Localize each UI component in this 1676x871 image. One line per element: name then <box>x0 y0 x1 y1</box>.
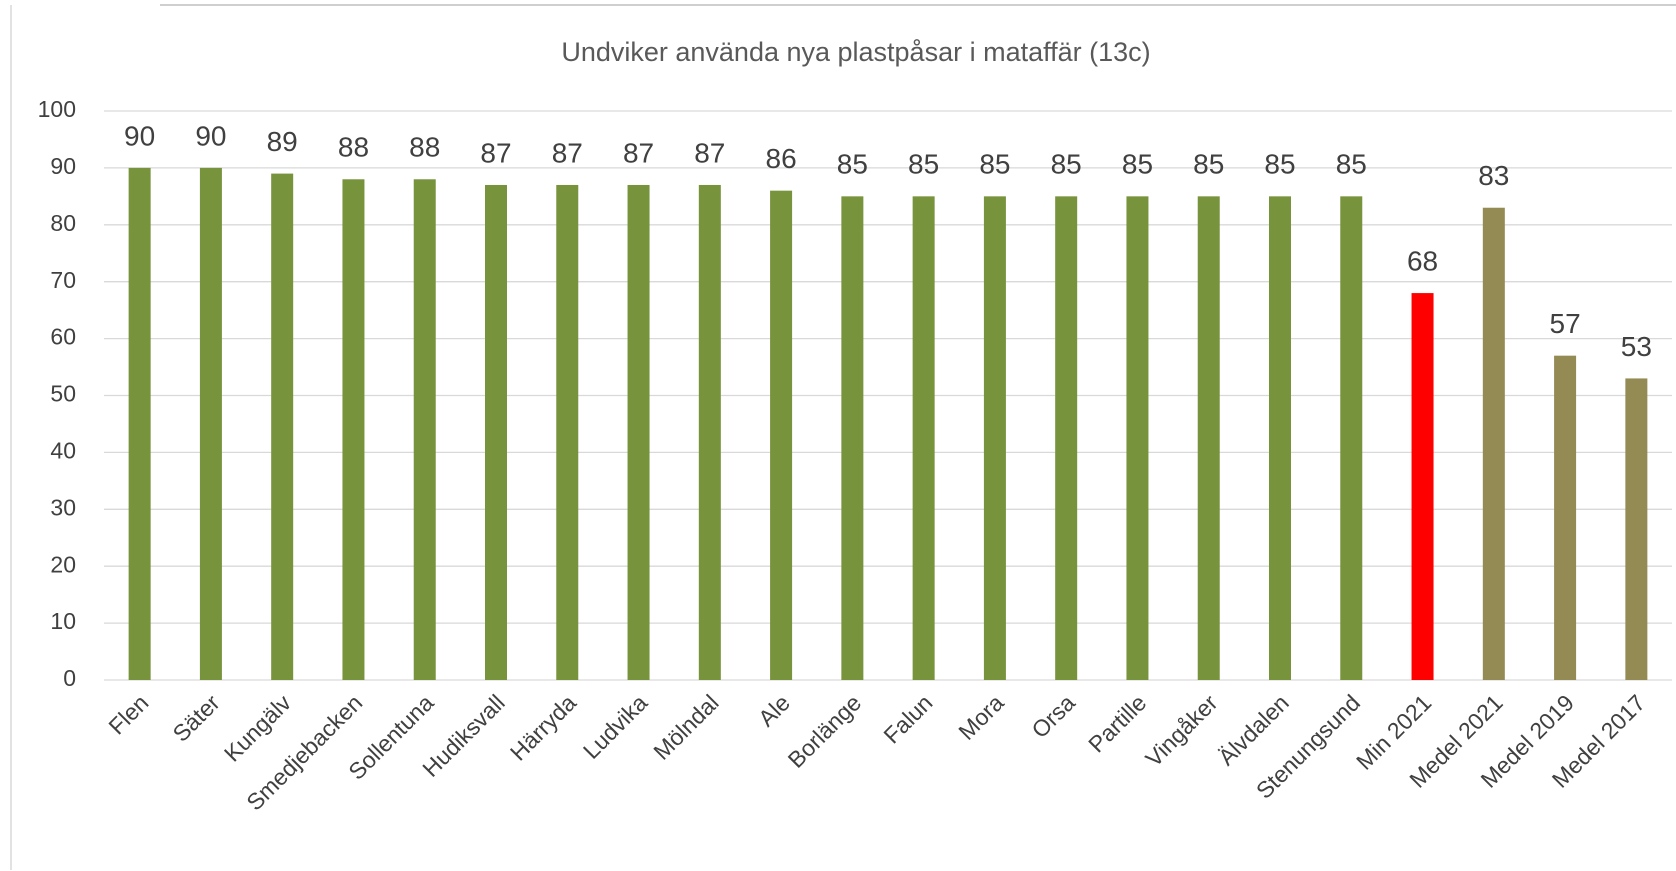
x-tick-label: Borlänge <box>783 689 866 772</box>
bar <box>1269 196 1291 680</box>
bar <box>271 173 294 680</box>
data-label: 90 <box>124 120 155 151</box>
data-label: 53 <box>1621 331 1652 362</box>
chart-title: Undviker använda nya plastpåsar i mataff… <box>561 37 1150 67</box>
x-tick-label: Flen <box>103 689 153 739</box>
bar <box>1126 196 1149 680</box>
bar <box>841 196 864 680</box>
x-tick-label: Ludvika <box>578 689 653 764</box>
x-tick-label: Ale <box>753 689 795 731</box>
data-label: 87 <box>694 137 725 168</box>
y-tick-label: 100 <box>38 96 76 122</box>
bar <box>342 179 365 680</box>
data-label: 85 <box>1336 149 1367 180</box>
bar <box>199 167 222 680</box>
bar <box>770 190 793 680</box>
y-tick-label: 30 <box>50 494 76 520</box>
x-tick-label: Härryda <box>505 689 581 765</box>
data-label: 85 <box>837 149 868 180</box>
bar <box>1554 355 1577 680</box>
data-label: 88 <box>409 132 440 163</box>
x-tick-label: Partille <box>1083 689 1151 757</box>
y-tick-label: 10 <box>50 608 76 634</box>
bar <box>1625 378 1648 680</box>
bar <box>698 184 721 680</box>
bar <box>1482 207 1505 681</box>
data-label: 83 <box>1478 160 1509 191</box>
bar <box>1055 196 1078 680</box>
y-tick-label: 20 <box>50 551 76 577</box>
bar <box>413 179 436 680</box>
x-tick-label: Mölndal <box>648 689 723 764</box>
data-label: 85 <box>1122 149 1153 180</box>
bar <box>1411 293 1434 680</box>
y-tick-label: 80 <box>50 210 76 236</box>
bar <box>912 196 935 680</box>
data-label: 87 <box>552 137 583 168</box>
data-label: 57 <box>1550 308 1581 339</box>
data-label: 86 <box>766 143 797 174</box>
bar <box>627 184 650 680</box>
y-tick-label: 90 <box>50 153 76 179</box>
data-label: 89 <box>267 126 298 157</box>
y-tick-label: 60 <box>50 324 76 350</box>
data-label: 85 <box>1264 149 1295 180</box>
data-label: 85 <box>908 149 939 180</box>
bar <box>485 184 507 680</box>
data-label: 88 <box>338 132 369 163</box>
data-label: 68 <box>1407 245 1438 276</box>
bar <box>1197 196 1220 680</box>
bar <box>1340 196 1363 680</box>
y-tick-label: 40 <box>50 437 76 463</box>
x-tick-label: Säter <box>167 689 224 746</box>
bar <box>983 196 1006 680</box>
x-tick-label: Falun <box>878 689 937 748</box>
data-label: 87 <box>480 137 511 168</box>
bar <box>128 167 151 680</box>
data-label: 85 <box>1051 149 1082 180</box>
x-tick-label: Vingåker <box>1140 689 1223 772</box>
data-label: 87 <box>623 137 654 168</box>
y-tick-label: 0 <box>63 665 76 691</box>
x-tick-label: Orsa <box>1026 689 1080 743</box>
data-label: 85 <box>979 149 1010 180</box>
data-label: 85 <box>1193 149 1224 180</box>
y-tick-label: 50 <box>50 381 76 407</box>
bar <box>556 184 579 680</box>
x-tick-label: Mora <box>953 689 1009 745</box>
data-label: 90 <box>195 120 226 151</box>
y-tick-label: 70 <box>50 267 76 293</box>
